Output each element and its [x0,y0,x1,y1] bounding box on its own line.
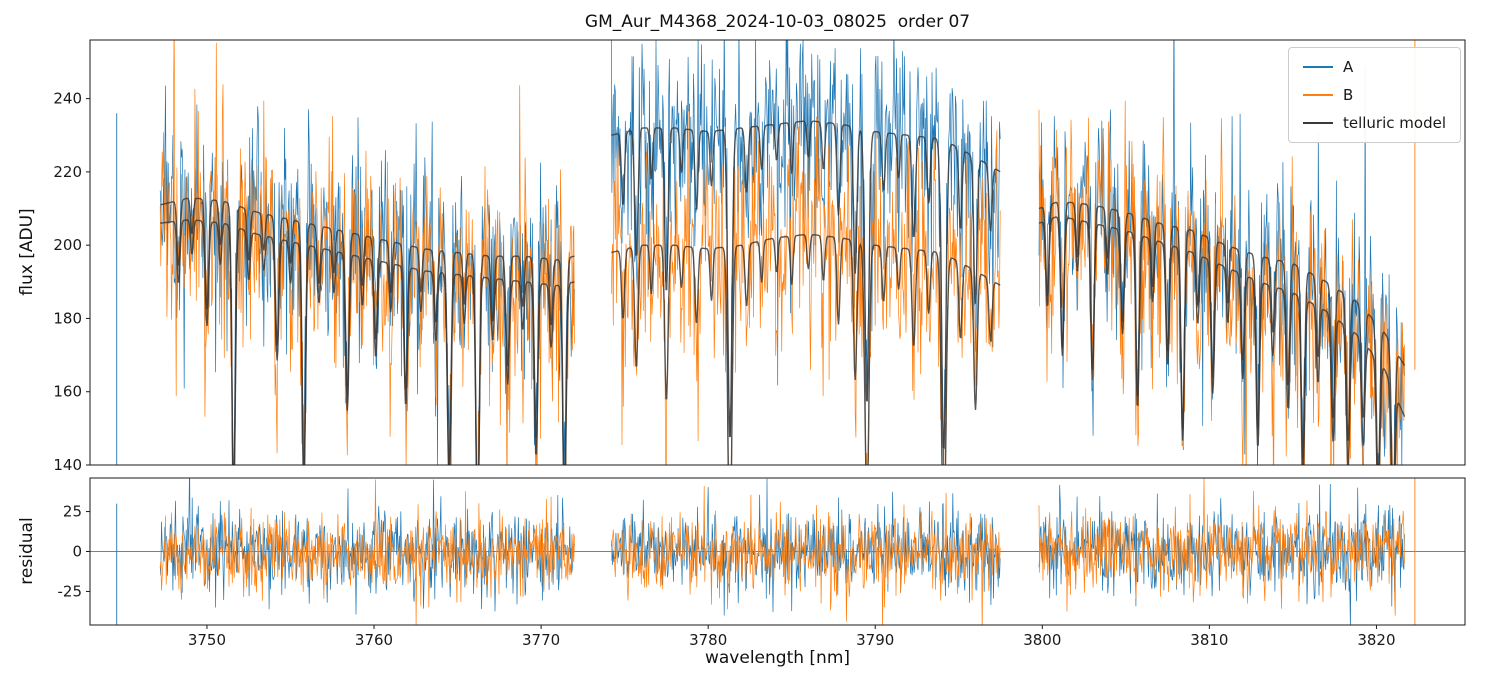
wavelength-xtick-label: 3800 [1023,631,1061,649]
flux-ytick-label: 220 [53,163,82,181]
telluric-model-B-trace [611,234,1001,465]
wavelength-xtick-label: 3790 [856,631,894,649]
series-B-residual-trace [610,485,1001,625]
series-B-residual-trace [159,479,575,625]
series-A-residual-trace [159,478,575,615]
residual-ytick-label: 0 [72,543,82,561]
series-B-flux-trace [610,109,1001,465]
flux-axis-label: flux [ADU] [17,208,37,296]
wavelength-xtick-label: 3810 [1190,631,1228,649]
flux-ytick-label: 140 [53,456,82,474]
wavelength-xtick-label: 3750 [188,631,226,649]
telluric-model-A-trace [159,197,575,465]
legend-label-b: B [1342,86,1354,104]
wavelength-xtick-label: 3820 [1357,631,1395,649]
wavelength-xtick-label: 3780 [689,631,727,649]
flux-panel-data [116,40,1416,465]
flux-ytick-label: 240 [53,90,82,108]
telluric-model-B-trace [1038,216,1406,465]
flux-ytick-label: 180 [53,309,82,327]
flux-ytick-label: 200 [53,236,82,254]
flux-ytick-label: 160 [53,383,82,401]
wavelength-xtick-label: 3760 [355,631,393,649]
series-A-residual-trace [1038,483,1405,625]
legend-label-a: A [1342,58,1354,76]
legend-item-a: A [1302,58,1446,76]
legend: A B telluric model [1287,47,1461,143]
residual-axis-label: residual [17,517,37,585]
telluric-model-A-trace [1038,201,1406,465]
wavelength-xtick-label: 3770 [522,631,560,649]
legend-item-telluric: telluric model [1302,114,1446,132]
flux-panel-frame [89,39,1466,466]
telluric-model-line-sample [1302,122,1333,124]
legend-item-b: B [1302,86,1446,104]
residual-ytick-label: -25 [58,582,83,600]
residual-panel-data [90,478,1465,625]
series-A-flux-trace [610,40,1001,465]
legend-label-telluric: telluric model [1342,114,1446,132]
chart-title: GM_Aur_M4368_2024-10-03_08025 order 07 [584,12,971,32]
x-axis-label: wavelength [nm] [704,648,851,668]
residual-ytick-label: 25 [63,503,82,521]
telluric-model-A-trace [611,120,1001,449]
series-a-line-sample [1302,66,1333,68]
series-B-residual-trace [1038,478,1405,616]
series-b-line-sample [1302,94,1333,96]
